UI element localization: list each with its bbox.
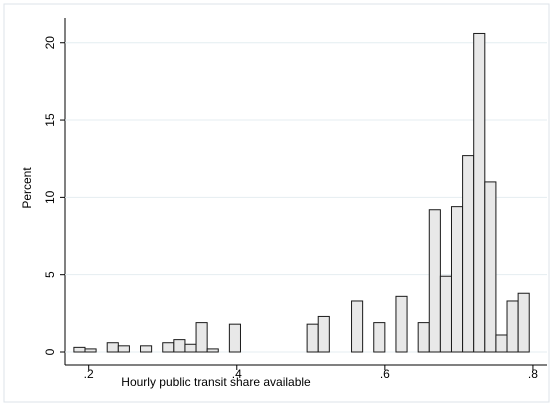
- bar: [140, 345, 153, 353]
- bar: [206, 348, 219, 353]
- x-tick-label: .2: [84, 367, 94, 381]
- bar: [106, 342, 119, 353]
- bar: [450, 206, 464, 353]
- y-tick-label: 15: [43, 113, 57, 127]
- bar: [195, 322, 208, 353]
- bar: [473, 32, 486, 353]
- y-tick-label: 0: [43, 348, 57, 355]
- bar: [484, 181, 497, 353]
- bar: [184, 343, 197, 353]
- bar: [73, 346, 86, 353]
- bar: [517, 292, 530, 353]
- bar: [462, 155, 475, 353]
- bar: [162, 342, 175, 353]
- x-tick-label: .8: [528, 367, 538, 381]
- bar: [373, 322, 386, 353]
- x-tick-label: .4: [232, 367, 242, 381]
- y-tick-label: 10: [43, 190, 57, 204]
- bar: [506, 300, 519, 353]
- bar: [173, 339, 186, 353]
- y-axis-label: Percent: [20, 167, 34, 209]
- bar: [495, 334, 508, 353]
- bar: [228, 323, 241, 353]
- bar: [306, 323, 319, 353]
- bar: [84, 348, 97, 353]
- bar: [351, 300, 364, 353]
- bar: [439, 275, 452, 353]
- x-tick-label: .6: [380, 367, 390, 381]
- bar: [428, 209, 441, 353]
- bar: [417, 322, 430, 353]
- bar: [395, 295, 408, 353]
- x-axis-label: Hourly public transit share available: [121, 375, 311, 389]
- y-tick-label: 20: [43, 36, 57, 50]
- y-tick-label: 5: [43, 271, 57, 278]
- bar: [317, 315, 330, 353]
- bar: [117, 345, 130, 353]
